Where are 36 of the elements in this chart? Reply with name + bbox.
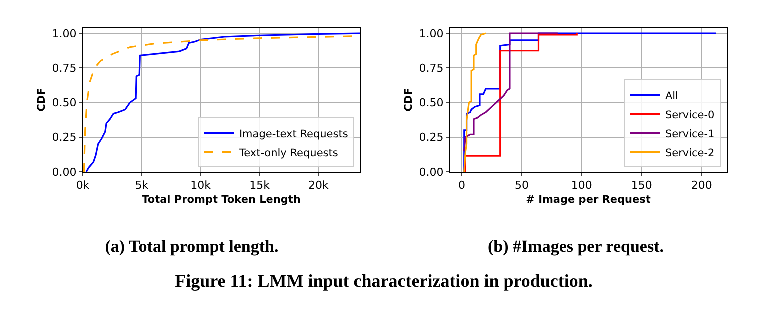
x-tick-label: 20k [308,179,330,192]
y-tick-label: 0.50 [419,96,444,110]
y-axis-title: CDF [403,88,416,112]
legend-label: Service-2 [665,147,715,160]
x-axis-title: # Image per Request [526,194,651,206]
y-tick-label: 0.75 [52,62,77,75]
legend-label: All [665,90,678,102]
y-tick-label: 0.50 [52,96,77,110]
y-tick-label: 1.00 [52,27,77,40]
line-series [464,32,578,172]
y-tick-label: 0.25 [52,131,77,144]
line-series [464,32,487,172]
y-tick-label: 1.00 [419,27,444,40]
text: (a) Total prompt length. [104,237,280,258]
legend-label: Service-1 [665,128,715,140]
y-tick-label: 0.25 [419,131,444,144]
x-tick-label: 50 [514,179,529,192]
y-tick-label: 0.00 [52,166,77,179]
x-tick-label: 100 [571,179,592,192]
line-series [464,32,559,152]
y-tick-label: 0.00 [419,166,444,179]
y-axis-title: CDF [36,88,48,112]
legend-label: Text-only Requests [238,147,338,160]
x-axis-title: Total Prompt Token Length [142,194,301,206]
caption: Figure 11: LMM input characterization in production. [174,271,594,292]
x-tick-label: 15k [250,179,271,192]
legend-label: Service-0 [665,109,715,122]
text: (b) #Images per request. [487,237,665,258]
y-tick-label: 0.75 [419,62,444,75]
x-tick-label: 0k [76,179,90,192]
x-tick-label: 10k [190,179,212,192]
x-tick-label: 200 [691,179,712,192]
x-tick-label: 0 [458,179,466,192]
x-tick-label: 5k [135,179,150,192]
x-tick-label: 150 [631,179,652,192]
legend-label: Image-text Requests [239,128,348,140]
